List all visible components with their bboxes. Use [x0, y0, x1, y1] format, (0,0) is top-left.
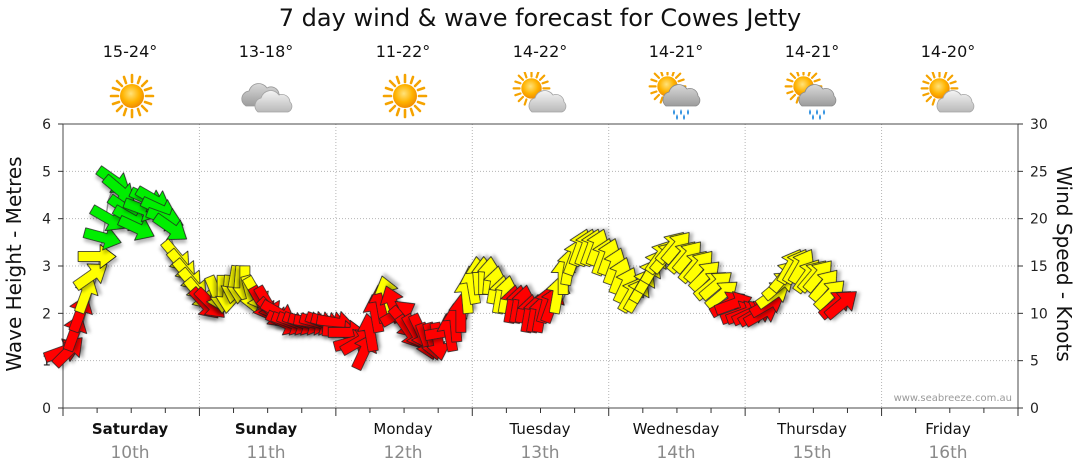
day-name-label: Tuesday	[509, 420, 571, 438]
wind-arrow	[671, 241, 701, 275]
day-name-label: Monday	[373, 420, 433, 438]
y-left-tick-label: 4	[42, 212, 51, 228]
day-temp-range: 15-24°	[102, 42, 158, 61]
y-left-tick-label: 6	[42, 117, 51, 133]
wind-arrow	[802, 260, 832, 294]
day-date-label: 10th	[110, 443, 150, 463]
y-left-tick-label: 5	[42, 164, 51, 180]
day-date-label: 15th	[792, 443, 832, 463]
y-right-tick-label: 15	[1030, 259, 1048, 275]
y-right-tick-label: 20	[1030, 212, 1048, 228]
wind-arrow	[117, 215, 155, 241]
day-date-label: 12th	[383, 443, 423, 463]
y-left-tick-label: 0	[42, 401, 51, 417]
day-name-label: Wednesday	[632, 420, 720, 438]
wind-arrow	[77, 244, 117, 269]
day-temp-range: 14-20°	[920, 42, 976, 61]
day-date-label: 14th	[656, 443, 696, 463]
wind-arrow	[82, 226, 122, 251]
wind-arrow	[660, 232, 690, 266]
day-date-label: 16th	[928, 443, 968, 463]
watermark: www.seabreeze.com.au	[894, 393, 1012, 404]
wind-arrow	[152, 212, 187, 241]
day-name-label: Thursday	[777, 420, 847, 438]
wind-arrows	[43, 165, 857, 371]
day-temp-range: 14-22°	[512, 42, 568, 61]
y-right-tick-label: 10	[1030, 306, 1048, 322]
day-name-label: Friday	[925, 420, 971, 438]
day-temp-range: 13-18°	[238, 42, 294, 61]
y-left-tick-label: 2	[42, 306, 51, 322]
y-right-tick-label: 30	[1030, 117, 1048, 133]
day-temp-range: 14-21°	[648, 42, 704, 61]
wind-arrow	[823, 291, 857, 321]
day-name-label: Saturday	[91, 420, 169, 438]
y-right-tick-label: 5	[1030, 354, 1039, 370]
y-left-tick-label: 3	[42, 259, 51, 275]
day-name-label: Sunday	[234, 420, 298, 438]
y-right-tick-label: 25	[1030, 164, 1048, 180]
day-temp-range: 14-21°	[784, 42, 840, 61]
chart-title: 7 day wind & wave forecast for Cowes Jet…	[278, 4, 802, 32]
day-date-label: 11th	[246, 443, 286, 463]
grid	[63, 123, 1018, 408]
wind-arrow	[72, 263, 108, 291]
day-date-label: 13th	[520, 443, 560, 463]
y-right-tick-label: 0	[1030, 401, 1039, 417]
day-temp-range: 11-22°	[375, 42, 431, 61]
